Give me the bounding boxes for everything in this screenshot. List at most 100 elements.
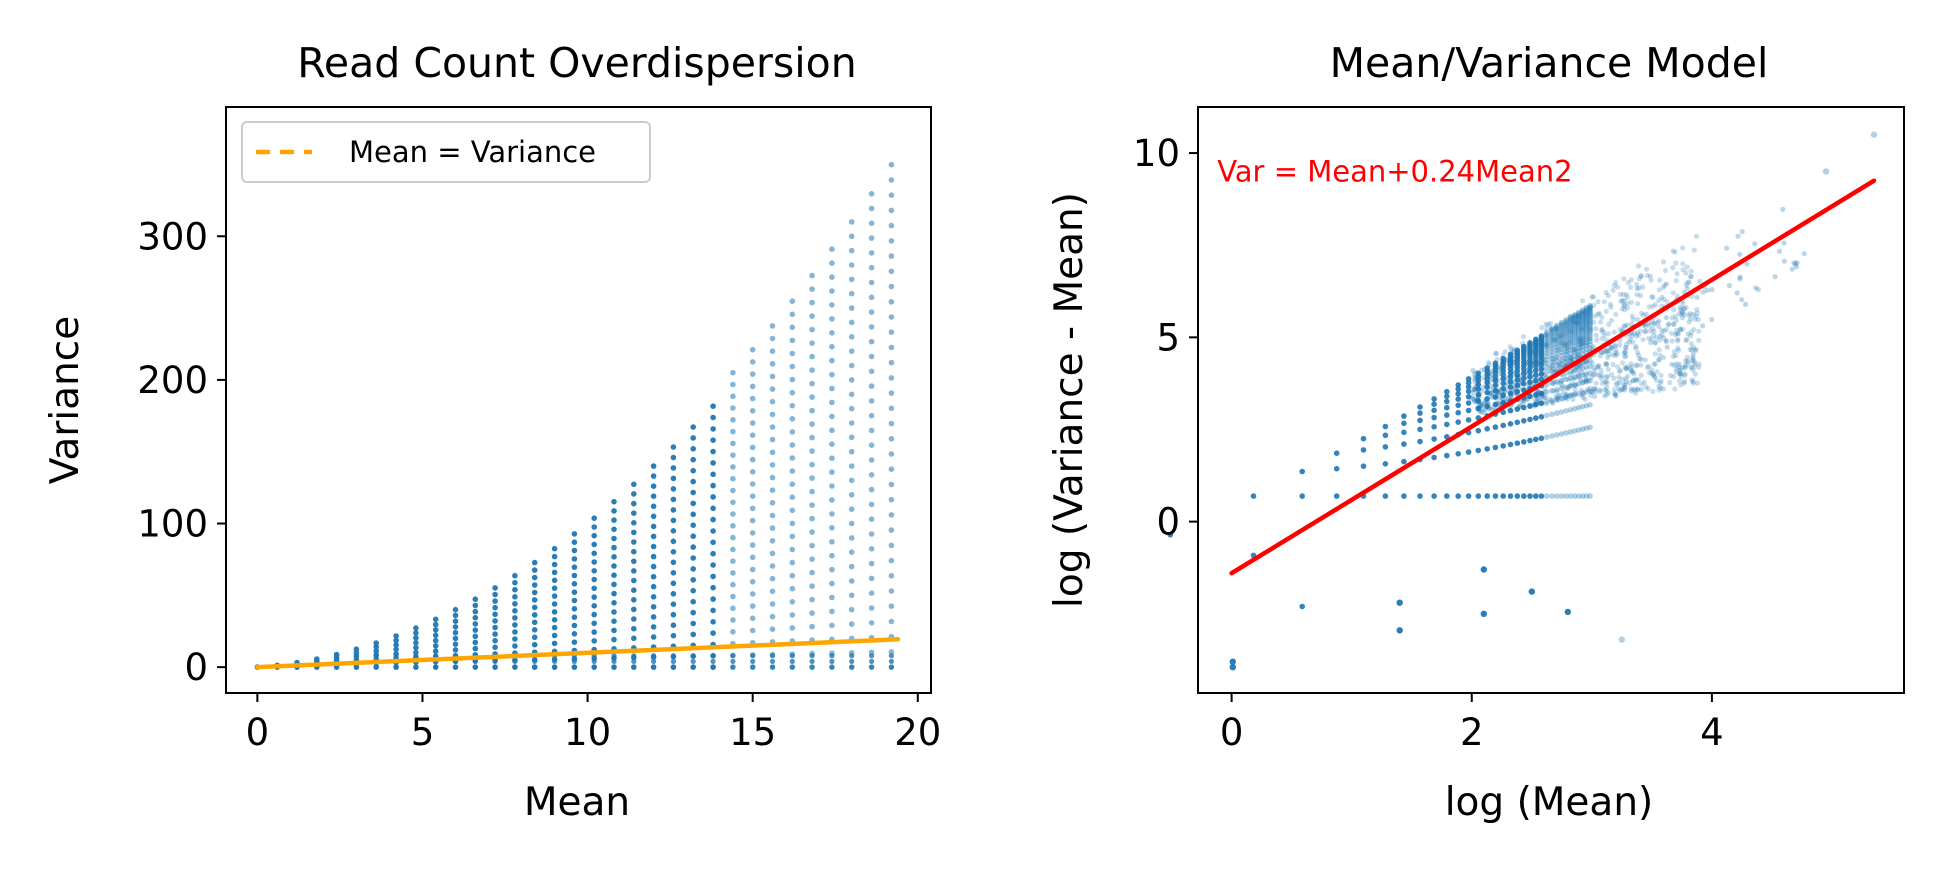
chart2-point [1483, 377, 1489, 383]
chart1-legend: Mean = Variance [241, 121, 651, 183]
chart2-point [1475, 405, 1482, 411]
chart2-point [1792, 261, 1799, 267]
chart2-point [1567, 327, 1574, 333]
chart2-point [1567, 339, 1573, 345]
chart2-point [1688, 273, 1694, 280]
chart2-point [1475, 386, 1482, 393]
chart1-point [868, 368, 875, 375]
chart2-point [1549, 388, 1555, 394]
chart2-point [1544, 350, 1550, 356]
chart2-point [1550, 366, 1556, 372]
chart2-y-tick-label: 10 [1133, 132, 1180, 175]
chart1-point [611, 590, 617, 597]
chart2-point [1478, 406, 1484, 412]
chart2-point [1643, 384, 1649, 390]
chart1-point [492, 618, 498, 624]
chart2-point [1542, 395, 1549, 401]
chart2-point [1575, 329, 1582, 335]
chart2-point [1587, 326, 1593, 332]
chart2-point [1613, 347, 1619, 353]
chart1-point [868, 442, 875, 449]
chart2-point [1587, 314, 1593, 321]
chart1-point [829, 441, 835, 448]
chart2-outlier-point [1229, 664, 1237, 671]
chart2-point [1485, 360, 1491, 366]
chart2-point [1558, 346, 1565, 353]
chart2-point [1575, 366, 1582, 373]
chart2-point [1575, 493, 1582, 499]
chart2-point [1638, 310, 1645, 316]
chart1-point [611, 653, 617, 659]
chart2-point [1579, 315, 1586, 322]
chart2-point [1579, 317, 1586, 323]
chart2-point [1567, 354, 1574, 361]
chart2-point [1647, 273, 1653, 279]
chart2-point [1558, 340, 1565, 347]
chart2-point [1555, 347, 1561, 353]
chart1-identity-line [255, 637, 901, 670]
chart2-point [1587, 310, 1593, 317]
chart1-point [551, 609, 558, 615]
chart1-point [789, 363, 796, 370]
chart1-point [611, 544, 617, 551]
chart1-point [690, 658, 696, 665]
chart2-point [1591, 344, 1597, 350]
chart2-point [1583, 334, 1590, 340]
chart2-point [1431, 454, 1437, 461]
chart1-point [492, 604, 498, 611]
chart1-point [690, 467, 696, 474]
chart1-point [631, 548, 637, 555]
chart2-point [1526, 351, 1532, 357]
chart2-point [1520, 401, 1526, 407]
chart2-point [1571, 346, 1577, 353]
chart2-point [1486, 362, 1492, 368]
chart2-point [1567, 333, 1574, 340]
chart2-point [1333, 450, 1340, 457]
chart2-point [1602, 379, 1608, 385]
chart1-point [413, 653, 419, 659]
chart2-point [1695, 317, 1701, 323]
chart2-point [1595, 364, 1601, 370]
chart2-point [1167, 532, 1174, 538]
chart2-point [1571, 324, 1578, 330]
chart2-point [1680, 305, 1686, 311]
chart1-point [571, 606, 578, 612]
chart1-point [591, 594, 597, 600]
chart1-point [433, 664, 439, 670]
chart2-point [1625, 373, 1631, 379]
chart1-point [512, 615, 518, 621]
chart1-point [452, 618, 459, 624]
chart2-point [1671, 349, 1678, 355]
chart2-point [1656, 387, 1662, 393]
chart2-point [1532, 347, 1538, 353]
chart2-point [1737, 276, 1743, 282]
chart2-point [1382, 423, 1389, 430]
chart1-point [829, 385, 835, 392]
chart2-point [1537, 349, 1543, 355]
chart2-point [1531, 401, 1537, 407]
chart2-point [1752, 241, 1758, 247]
chart2-point [1483, 397, 1489, 403]
chart1-point [769, 424, 776, 430]
chart2-point [1642, 329, 1648, 335]
chart1-point [730, 629, 736, 635]
chart2-point [1527, 416, 1533, 423]
chart2-point [1542, 385, 1548, 391]
chart2-point [1555, 380, 1561, 386]
chart2-point [1603, 374, 1610, 380]
chart2-point [1554, 344, 1560, 351]
chart1-point [868, 383, 875, 389]
chart2-point [1475, 493, 1482, 499]
chart1-point [888, 192, 895, 198]
chart2-point [1554, 347, 1560, 354]
chart2-point [1567, 331, 1574, 338]
chart2-point [1494, 381, 1500, 387]
chart2-point [1513, 390, 1519, 397]
chart1-point [829, 622, 835, 629]
chart2-point [1475, 398, 1482, 404]
chart2-point [1543, 326, 1550, 332]
chart1-point [512, 636, 518, 642]
chart1-point [710, 528, 716, 534]
chart2-point [1670, 353, 1676, 360]
chart2-point [1558, 431, 1565, 437]
